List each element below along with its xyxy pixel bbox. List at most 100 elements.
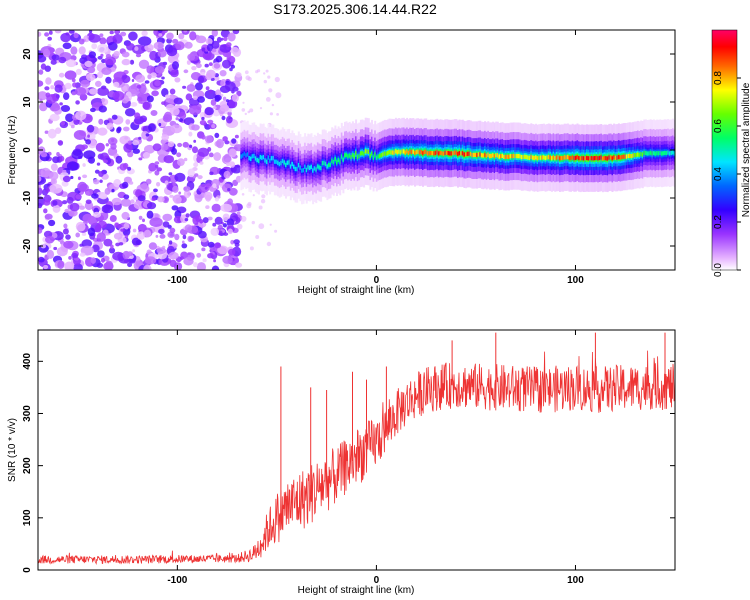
- ridge-cell: [240, 154, 243, 159]
- noise-blob: [214, 216, 223, 225]
- ridge-cell: [449, 151, 452, 156]
- noise-blob: [82, 213, 93, 223]
- noise-blob: [154, 80, 161, 87]
- noise-blob: [78, 46, 86, 55]
- ridge-cell: [417, 149, 420, 154]
- noise-blob: [97, 250, 105, 258]
- noise-blob: [218, 230, 223, 236]
- noise-blob: [147, 74, 152, 80]
- noise-blob: [137, 96, 143, 103]
- ridge-cell: [490, 153, 493, 159]
- noise-blob: [189, 31, 197, 41]
- ridge-cell: [466, 151, 469, 156]
- ridge-cell: [635, 152, 638, 158]
- ridge-cell: [337, 157, 340, 163]
- ridge-cell: [433, 151, 436, 156]
- ridge-cell: [519, 154, 522, 159]
- ridge-cell: [316, 164, 319, 169]
- noise-blob: [91, 193, 99, 199]
- noise-blob: [71, 252, 79, 259]
- noise-blob: [121, 211, 130, 220]
- noise-blob: [127, 262, 133, 268]
- noise-blob: [189, 144, 193, 148]
- noise-blob: [123, 126, 130, 132]
- ridge-cell: [375, 155, 378, 160]
- spectrogram-x-axis-label: Height of straight line (km): [298, 285, 415, 296]
- ridge-cell: [665, 150, 668, 156]
- noise-blob: [265, 97, 271, 102]
- noise-blob: [127, 166, 132, 171]
- noise-blob: [78, 38, 85, 45]
- noise-blob: [137, 195, 146, 202]
- noise-blob: [183, 69, 189, 74]
- noise-blob: [246, 203, 252, 209]
- noise-blob: [188, 227, 192, 231]
- noise-blob: [62, 42, 72, 50]
- noise-blob: [51, 54, 60, 61]
- noise-blob: [235, 175, 242, 183]
- ridge-cell: [353, 154, 356, 159]
- noise-blob: [145, 178, 152, 185]
- ridge-cell: [551, 156, 553, 161]
- ridge-cell: [495, 153, 498, 158]
- noise-blob: [75, 68, 82, 75]
- noise-blob: [149, 217, 163, 227]
- noise-blob: [75, 110, 87, 121]
- ridge-cell: [410, 149, 413, 155]
- ridge-cell: [361, 150, 364, 156]
- noise-blob: [75, 232, 80, 238]
- snr-panel: -100 0 100 0 100 200 300 400 Height of straigh…: [7, 329, 676, 596]
- noise-blob: [120, 198, 132, 207]
- noise-blob: [62, 169, 67, 174]
- ridge-cell: [336, 160, 338, 165]
- noise-blob: [191, 66, 197, 71]
- noise-blob: [227, 111, 232, 117]
- noise-blob: [172, 185, 179, 193]
- noise-blob: [56, 152, 60, 157]
- noise-blob: [58, 140, 63, 144]
- noise-blob: [132, 228, 137, 233]
- noise-blob: [174, 77, 181, 83]
- noise-blob: [104, 56, 116, 66]
- noise-blob: [50, 85, 55, 90]
- noise-blob: [101, 257, 105, 263]
- noise-blob: [71, 78, 76, 83]
- ridge-cell: [573, 156, 576, 161]
- ridge-cell: [504, 154, 507, 160]
- noise-blob: [263, 79, 267, 84]
- noise-blob: [112, 251, 125, 261]
- ridge-cell: [253, 153, 256, 159]
- noise-blob: [161, 76, 165, 80]
- ridge-cell: [603, 155, 606, 161]
- ridge-cell: [388, 150, 391, 155]
- noise-blob: [121, 51, 130, 58]
- noise-blob: [38, 256, 45, 263]
- ridge-cell: [584, 156, 587, 161]
- noise-blob: [196, 252, 202, 258]
- ridge-cell: [536, 156, 539, 161]
- noise-blob: [40, 63, 47, 70]
- noise-blob: [206, 43, 214, 52]
- noise-blob: [181, 243, 188, 249]
- noise-blob: [236, 223, 243, 230]
- noise-blob: [54, 84, 63, 93]
- noise-blob: [195, 35, 207, 44]
- ridge-cell: [667, 150, 670, 155]
- noise-blob: [234, 134, 239, 139]
- noise-blob: [148, 162, 157, 172]
- noise-blob: [208, 89, 213, 94]
- noise-blob: [169, 194, 174, 198]
- ridge-cell: [269, 158, 272, 163]
- noise-blob: [205, 72, 213, 81]
- ridge-cell: [560, 155, 563, 161]
- ridge-cell: [301, 168, 303, 173]
- noise-blob: [200, 72, 206, 76]
- noise-blob: [215, 55, 223, 63]
- noise-blob: [39, 98, 43, 102]
- snr-frame: [37, 329, 676, 571]
- noise-blob: [194, 173, 199, 177]
- noise-blob: [52, 204, 61, 213]
- noise-blob: [194, 82, 203, 91]
- ridge-cell: [586, 155, 588, 161]
- noise-blob: [99, 179, 103, 183]
